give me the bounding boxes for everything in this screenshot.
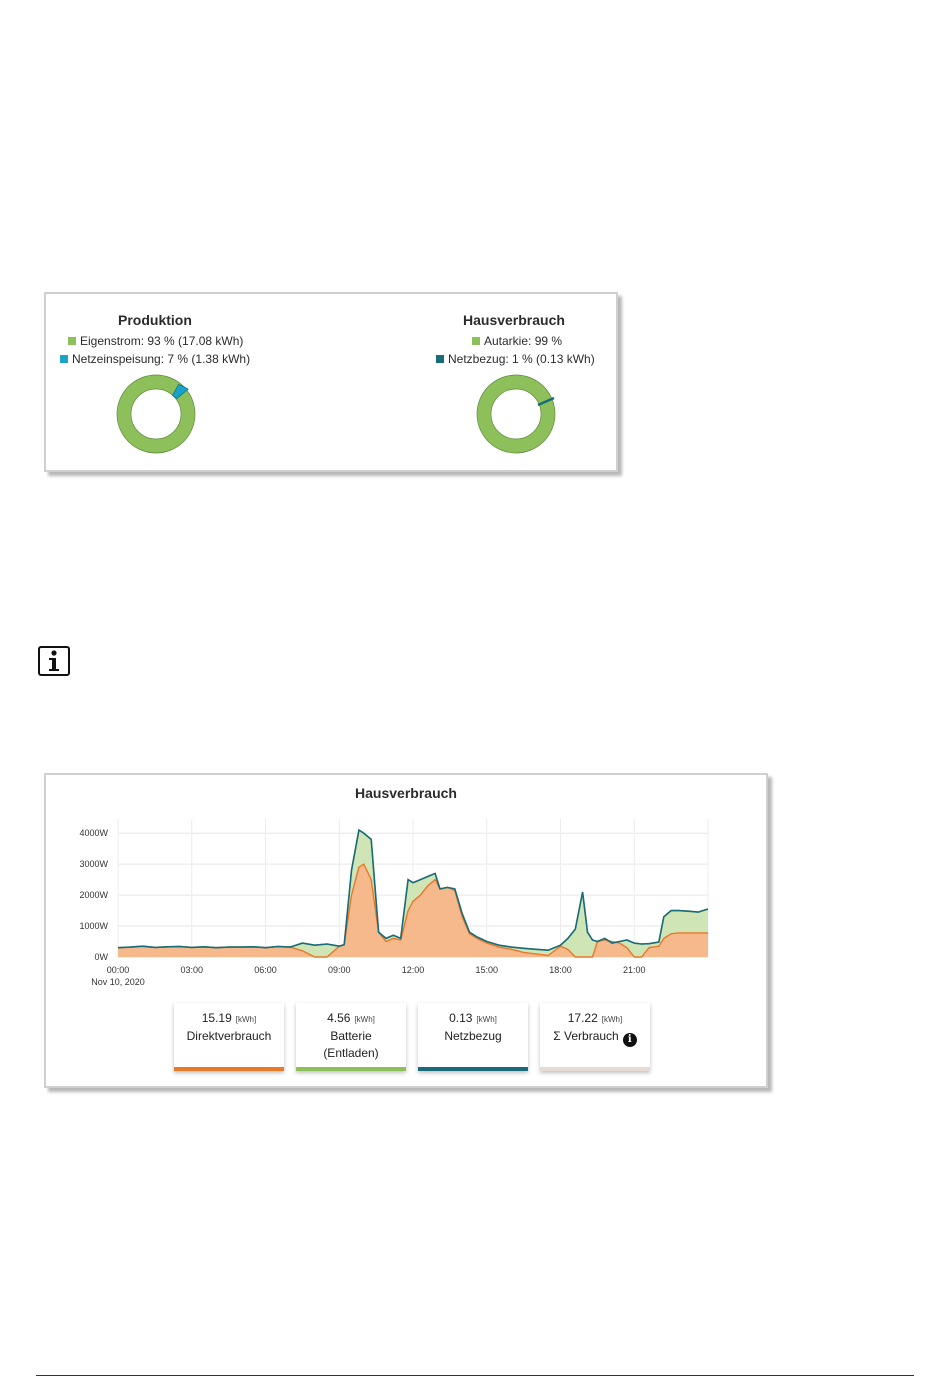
kpi-direktverbrauch[interactable]: 15.19 [kWh] Direktverbrauch xyxy=(174,1003,284,1071)
kpi-unit: [kWh] xyxy=(476,1015,497,1024)
household-donut-block: Hausverbrauch Autarkie: 99 % Netzbezug: … xyxy=(406,294,616,470)
series-line-netzbezug[interactable] xyxy=(117,828,709,952)
kpi-label: Batterie (Entladen) xyxy=(323,1029,379,1060)
kpi-value: 0.13 xyxy=(449,1011,473,1025)
legend-swatch-icon xyxy=(68,337,76,345)
kpi-unit: [kWh] xyxy=(235,1015,257,1024)
kpi-label: Netzbezug xyxy=(444,1029,502,1043)
footer-divider xyxy=(36,1375,914,1376)
kpi-unit: [kWh] xyxy=(601,1015,623,1024)
legend-swatch-icon xyxy=(436,355,444,363)
x-tick-label: 00:00 xyxy=(107,965,130,975)
x-tick-label: 03:00 xyxy=(180,965,203,975)
production-title: Produktion xyxy=(118,312,192,328)
kpi-color-bar xyxy=(296,1067,406,1071)
consumption-area-chart[interactable]: 4000W 3000W 2000W 1000W 0W 00:00 03:00 06:00 09:… xyxy=(46,775,766,1000)
x-sub-label: Nov 10, 2020 xyxy=(91,977,145,987)
y-tick-label: 1000W xyxy=(79,921,108,931)
household-title: Hausverbrauch xyxy=(463,312,565,328)
legend-netzbezug[interactable]: Netzbezug: 1 % (0.13 kWh) xyxy=(436,352,595,366)
y-tick-label: 0W xyxy=(95,952,109,962)
legend-swatch-icon xyxy=(472,337,480,345)
area-batterie-entladen[interactable] xyxy=(118,830,708,957)
legend-label: Autarkie: 99 % xyxy=(484,334,563,348)
legend-netzeinspeisung[interactable]: Netzeinspeisung: 7 % (1.38 kWh) xyxy=(60,352,250,366)
kpi-value: 4.56 xyxy=(327,1011,351,1025)
legend-swatch-icon xyxy=(60,355,68,363)
consumption-chart-panel: Hausverbrauch 4000W 3000W 2000W 1000W 0W 00:0… xyxy=(44,773,768,1088)
donut-slice-netzeinspeisung[interactable] xyxy=(172,384,189,399)
x-tick-label: 21:00 xyxy=(623,965,646,975)
y-tick-label: 2000W xyxy=(79,890,108,900)
x-tick-label: 12:00 xyxy=(402,965,425,975)
donut-slice-netzbezug[interactable] xyxy=(537,396,555,407)
household-donut-chart[interactable] xyxy=(466,366,566,466)
production-donut-block: Produktion Eigenstrom: 93 % (17.08 kWh) … xyxy=(46,294,296,470)
kpi-color-bar xyxy=(418,1067,528,1071)
info-circle-icon[interactable]: i xyxy=(622,1032,637,1047)
kpi-color-bar xyxy=(540,1067,650,1071)
info-i-icon xyxy=(49,650,59,671)
x-tick-label: 06:00 xyxy=(254,965,277,975)
kpi-label: Direktverbrauch xyxy=(186,1029,272,1043)
kpi-color-bar xyxy=(174,1067,284,1071)
legend-label: Eigenstrom: 93 % (17.08 kWh) xyxy=(80,334,244,348)
kpi-label: Σ Verbrauch xyxy=(553,1029,619,1043)
kpi-unit: [kWh] xyxy=(354,1015,375,1024)
legend-autarkie[interactable]: Autarkie: 99 % xyxy=(472,334,562,348)
energy-share-panel: Produktion Eigenstrom: 93 % (17.08 kWh) … xyxy=(44,292,618,472)
chart-title: Hausverbrauch xyxy=(355,785,457,801)
x-tick-label: 09:00 xyxy=(328,965,351,975)
kpi-summe-verbrauch[interactable]: 17.22 [kWh] Σ Verbrauch i xyxy=(540,1003,650,1071)
donut-slice-autarkie[interactable] xyxy=(477,375,555,453)
y-tick-label: 3000W xyxy=(79,859,108,869)
kpi-netzbezug[interactable]: 0.13 [kWh] Netzbezug xyxy=(418,1003,528,1071)
x-tick-label: 18:00 xyxy=(549,965,572,975)
donut-slice-eigenstrom[interactable] xyxy=(117,375,195,453)
x-tick-label: 15:00 xyxy=(475,965,498,975)
area-direktverbrauch[interactable] xyxy=(118,864,708,957)
legend-label: Netzeinspeisung: 7 % (1.38 kWh) xyxy=(72,352,251,366)
info-note-icon xyxy=(38,646,70,676)
y-tick-label: 4000W xyxy=(79,828,108,838)
legend-eigenstrom[interactable]: Eigenstrom: 93 % (17.08 kWh) xyxy=(68,334,243,348)
kpi-value: 15.19 xyxy=(201,1011,232,1025)
kpi-value: 17.22 xyxy=(567,1011,598,1025)
production-donut-chart[interactable] xyxy=(106,366,206,466)
kpi-batterie[interactable]: 4.56 [kWh] Batterie (Entladen) xyxy=(296,1003,406,1071)
legend-label: Netzbezug: 1 % (0.13 kWh) xyxy=(448,352,595,366)
